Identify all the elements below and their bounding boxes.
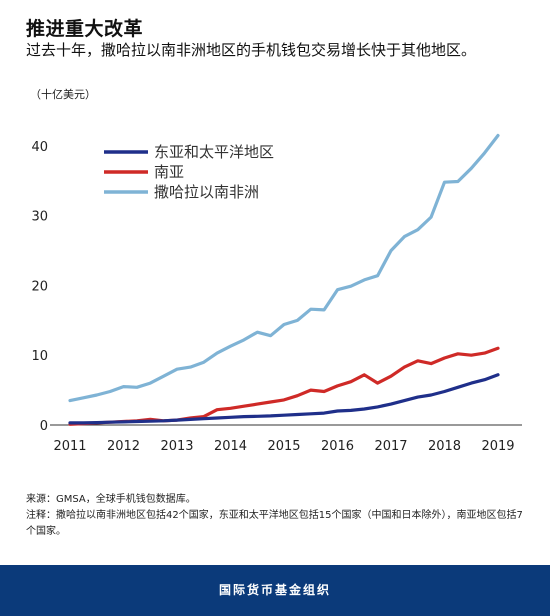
series-lines [68, 133, 500, 426]
y-tick-label: 40 [31, 140, 48, 155]
y-axis-unit-label: （十亿美元） [30, 88, 96, 101]
legend-label: 东亚和太平洋地区 [154, 143, 274, 161]
chart-title: 推进重大改革 [26, 18, 144, 40]
source-note: 来源：GMSA，全球手机钱包数据库。 [26, 494, 196, 505]
y-tick-label: 0 [40, 419, 48, 434]
chart-subtitle: 过去十年，撒哈拉以南非洲地区的手机钱包交易增长快于其他地区。 [26, 41, 477, 59]
x-tick-label: 2017 [374, 439, 407, 454]
x-tick-label: 2019 [481, 439, 514, 454]
x-tick-label: 2012 [107, 439, 140, 454]
series-line [68, 133, 500, 403]
x-tick-label: 2011 [53, 439, 86, 454]
series-line [68, 373, 500, 425]
y-tick-label: 10 [31, 349, 48, 364]
x-tick-label: 2014 [214, 439, 247, 454]
legend-label: 南亚 [154, 163, 184, 181]
x-tick-labels: 2011 2012 2013 2014 2015 2016 2017 2018 2019 [53, 439, 514, 454]
x-tick-label: 2016 [321, 439, 354, 454]
organization-name: 国际货币基金组织 [218, 583, 331, 597]
legend-label: 撒哈拉以南非洲 [154, 183, 259, 201]
footnote: 注释：撒哈拉以南非洲地区包括42个国家，东亚和太平洋地区包括15个国家（中国和日… [26, 510, 523, 537]
y-tick-label: 30 [31, 210, 48, 225]
x-tick-label: 2015 [267, 439, 300, 454]
x-tick-label: 2013 [160, 439, 193, 454]
x-tick-label: 2018 [428, 439, 461, 454]
y-tick-labels: 0 10 20 30 40 [31, 140, 48, 434]
y-tick-label: 20 [31, 279, 48, 294]
footer-bar: 国际货币基金组织 [0, 565, 550, 616]
